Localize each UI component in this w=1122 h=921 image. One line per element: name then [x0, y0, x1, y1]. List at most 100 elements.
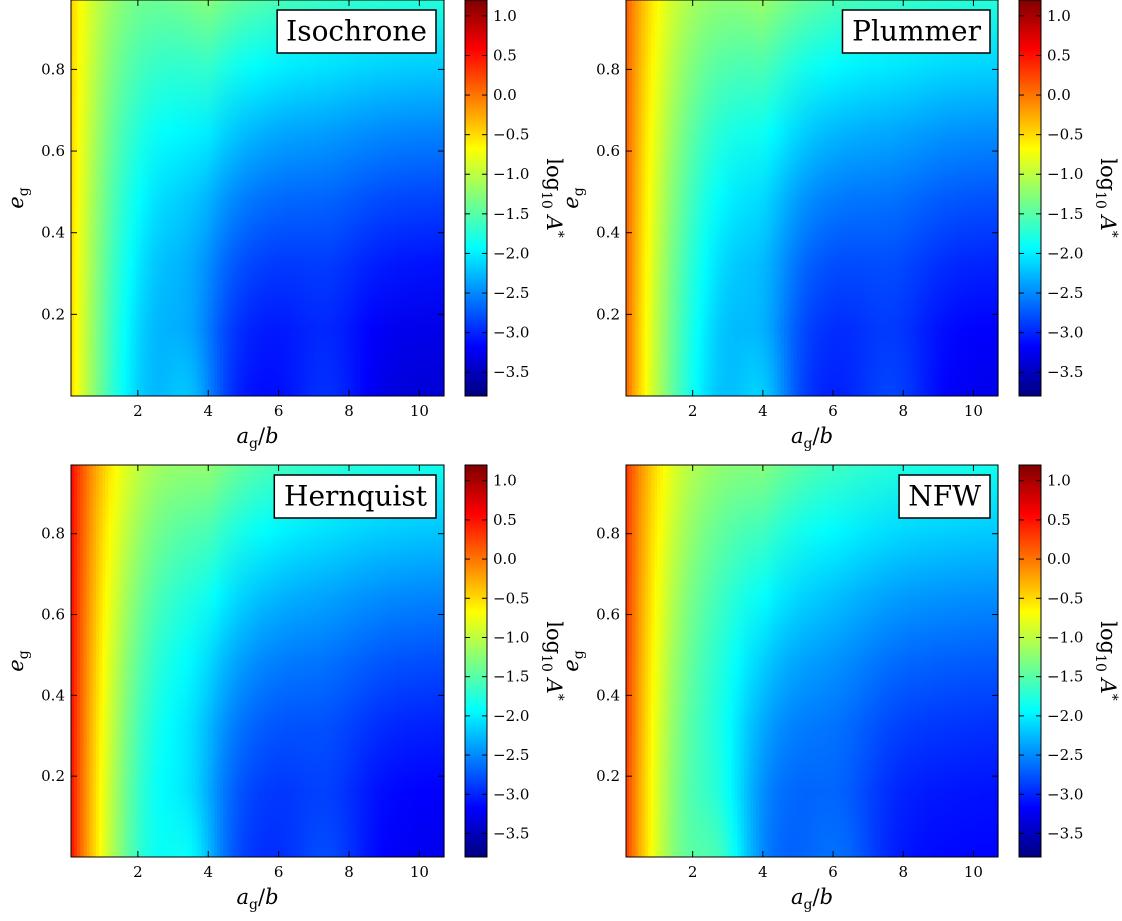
colorbar-tick-label: −3.5	[1047, 824, 1083, 842]
axes-frame	[70, 464, 445, 858]
panel-title: Hernquist	[284, 480, 428, 513]
colorbar-plummer: 1.0 0.5 0.0 −0.5 −1.0 −1.5 −2.0 −2.5 −3.0 −3.5 log…	[1018, 0, 1120, 397]
colorbar-isochrone: 1.0 0.5 0.0 −0.5 −1.0 −1.5 −2.0 −2.5 −3.0 −3.5 log…	[464, 0, 566, 397]
colorbar-tick-label: −3.0	[1047, 324, 1083, 342]
colorbar-nfw: 1.0 0.5 0.0 −0.5 −1.0 −1.5 −2.0 −2.5 −3.0 −3.5 log…	[1018, 464, 1120, 858]
heatmap-field	[71, 465, 445, 857]
colorbar-label: log10 A*	[1092, 621, 1120, 700]
colorbar-gradient	[1018, 0, 1042, 397]
y-tick-label: 0.2	[596, 305, 620, 323]
colorbar-tick-label: −2.0	[1047, 707, 1083, 725]
x-tick-label: 6	[274, 863, 284, 881]
colorbar-tick-label: 0.0	[1047, 550, 1071, 568]
colorbar-tick-label: −2.5	[1047, 746, 1083, 764]
colorbar-tick-label: −3.0	[493, 324, 529, 342]
x-axis-label: ag/b	[236, 424, 278, 452]
colorbar-tick-label: 0.5	[1047, 511, 1071, 529]
colorbar-tick-label: −0.5	[493, 589, 529, 607]
colorbar-tick-label: −1.5	[493, 205, 529, 223]
x-tick-label: 2	[133, 402, 143, 420]
x-axis-label: ag/b	[236, 885, 278, 913]
y-tick-label: 0.4	[41, 224, 65, 242]
colorbar-tick-label: 0.5	[493, 511, 517, 529]
axes-frame	[625, 464, 999, 858]
axes-frame	[70, 0, 445, 397]
heatmap-field	[626, 0, 999, 396]
colorbar-tick-label: −2.5	[1047, 284, 1083, 302]
y-tick-label: 0.6	[41, 142, 65, 160]
y-tick-label: 0.4	[41, 686, 65, 704]
colorbar-tick-label: −0.5	[1047, 126, 1083, 144]
panel-hernquist: 2 4 6 8 10 0.2 0.4 0.6 0.8 ag/b eg Hernquist 1.0 0.5 0…	[4, 464, 566, 913]
panel-title-box: NFW	[898, 474, 991, 519]
heatmap-field	[71, 0, 445, 396]
colorbar-tick-label: −2.0	[1047, 244, 1083, 262]
x-tick-label: 8	[898, 863, 908, 881]
x-tick-label: 8	[898, 402, 908, 420]
colorbar-tick-label: −1.5	[1047, 205, 1083, 223]
colorbar-tick-label: −1.0	[493, 165, 529, 183]
panel-isochrone: 2 4 6 8 10 0.2 0.4 0.6 0.8 ag/b eg Isochrone 1.0 0.5 0…	[4, 0, 566, 452]
x-tick-label: 6	[828, 402, 838, 420]
y-tick-label: 0.8	[596, 525, 620, 543]
colorbar-tick-label: 0.5	[1047, 46, 1071, 64]
y-tick-label: 0.8	[596, 60, 620, 78]
colorbar-tick-label: −3.5	[493, 363, 529, 381]
colorbar-tick-label: −0.5	[1047, 589, 1083, 607]
y-tick-label: 0.6	[41, 606, 65, 624]
colorbar-gradient	[464, 464, 488, 858]
colorbar-tick-label: 1.0	[493, 472, 517, 490]
colorbar-tick-label: 0.5	[493, 46, 517, 64]
panel-title: Isochrone	[286, 15, 427, 48]
y-axis-label: eg	[4, 650, 32, 671]
y-axis-label: eg	[4, 187, 32, 208]
y-axis-label: eg	[559, 187, 587, 208]
colorbar-gradient	[1018, 464, 1042, 858]
y-tick-label: 0.2	[596, 767, 620, 785]
panel-title: Plummer	[852, 15, 982, 48]
colorbar-tick-label: −3.0	[1047, 785, 1083, 803]
colorbar-tick-label: 0.0	[493, 550, 517, 568]
colorbar-tick-label: −2.5	[493, 746, 529, 764]
colorbar-tick-label: −3.5	[1047, 363, 1083, 381]
x-tick-label: 10	[410, 863, 429, 881]
colorbar-label: log10 A*	[1092, 158, 1120, 237]
colorbar-gradient	[464, 0, 488, 397]
x-axis-label: ag/b	[791, 424, 833, 452]
colorbar-tick-label: −3.0	[493, 785, 529, 803]
x-tick-label: 6	[274, 402, 284, 420]
x-axis-label: ag/b	[791, 885, 833, 913]
colorbar-hernquist: 1.0 0.5 0.0 −0.5 −1.0 −1.5 −2.0 −2.5 −3.0 −3.5 log…	[464, 464, 566, 858]
colorbar-label: log10 A*	[538, 621, 566, 700]
colorbar-tick-label: −1.5	[1047, 668, 1083, 686]
panel-title-box: Hernquist	[273, 474, 437, 519]
x-tick-label: 4	[203, 863, 213, 881]
y-tick-label: 0.6	[596, 142, 620, 160]
axes-frame	[625, 0, 999, 397]
colorbar-tick-label: 1.0	[493, 7, 517, 25]
colorbar-tick-label: −2.5	[493, 284, 529, 302]
y-tick-label: 0.8	[41, 525, 65, 543]
y-axis-label: eg	[559, 650, 587, 671]
x-tick-label: 4	[758, 863, 768, 881]
x-tick-label: 2	[688, 863, 698, 881]
y-tick-label: 0.4	[596, 224, 620, 242]
colorbar-tick-label: 1.0	[1047, 472, 1071, 490]
x-tick-label: 2	[133, 863, 143, 881]
x-tick-label: 10	[964, 402, 983, 420]
colorbar-label: log10 A*	[538, 158, 566, 237]
colorbar-tick-label: −1.0	[493, 628, 529, 646]
y-tick-label: 0.2	[41, 305, 65, 323]
colorbar-tick-label: −1.0	[1047, 628, 1083, 646]
x-tick-label: 4	[758, 402, 768, 420]
colorbar-tick-label: −2.0	[493, 707, 529, 725]
colorbar-tick-label: −1.0	[1047, 165, 1083, 183]
x-tick-label: 10	[964, 863, 983, 881]
colorbar-tick-label: −0.5	[493, 126, 529, 144]
colorbar-tick-label: 1.0	[1047, 7, 1071, 25]
colorbar-tick-label: 0.0	[493, 86, 517, 104]
x-tick-label: 8	[344, 863, 354, 881]
colorbar-tick-label: −2.0	[493, 244, 529, 262]
y-tick-label: 0.6	[596, 606, 620, 624]
